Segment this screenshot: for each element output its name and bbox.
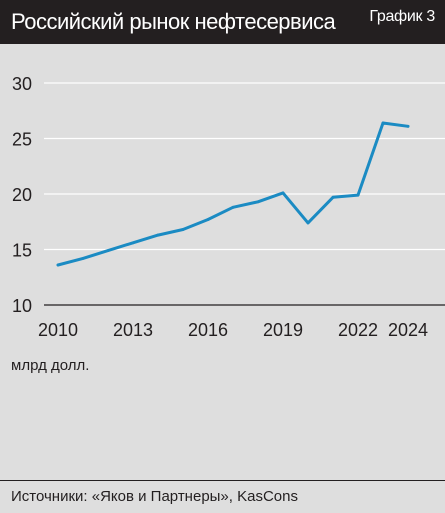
chart-title: Российский рынок нефтесервиса	[11, 9, 336, 34]
data-point	[56, 263, 60, 267]
data-point	[256, 200, 260, 204]
unit-label: млрд долл.	[11, 357, 90, 374]
data-point	[131, 241, 135, 245]
chart-header: Российский рынок нефтесервиса График 3	[0, 0, 445, 44]
chart-number-badge: График 3	[369, 8, 435, 25]
data-point	[206, 218, 210, 221]
source-note: Источники: «Яков и Партнеры», KasCons	[11, 488, 298, 505]
data-point	[181, 228, 185, 231]
y-axis-ticks: 10 15 20 25 30	[12, 74, 32, 316]
footer-divider	[0, 480, 445, 481]
data-point	[306, 221, 310, 225]
data-point	[406, 124, 410, 128]
x-tick-label: 2016	[188, 320, 228, 340]
data-point	[231, 205, 235, 209]
data-point	[381, 121, 385, 125]
y-tick-label: 10	[12, 296, 32, 316]
x-tick-label: 2022	[338, 320, 378, 340]
x-tick-label: 2019	[263, 320, 303, 340]
line-chart: 10 15 20 25 30 2010 2013 2016 2019 2022 2024	[12, 74, 445, 340]
x-axis-ticks: 2010 2013 2016 2019 2022 2024	[38, 320, 428, 340]
x-tick-label: 2024	[388, 320, 428, 340]
data-point	[281, 191, 285, 195]
data-point	[81, 256, 85, 260]
series	[56, 121, 410, 267]
x-tick-label: 2013	[113, 320, 153, 340]
data-point	[156, 233, 160, 237]
grid-lines	[44, 82, 445, 306]
data-point	[106, 249, 110, 253]
x-tick-label: 2010	[38, 320, 78, 340]
y-tick-label: 30	[12, 74, 32, 94]
data-point	[331, 195, 335, 199]
y-tick-label: 20	[12, 185, 32, 205]
data-point	[356, 193, 360, 197]
y-tick-label: 25	[12, 130, 32, 150]
y-tick-label: 15	[12, 241, 32, 261]
